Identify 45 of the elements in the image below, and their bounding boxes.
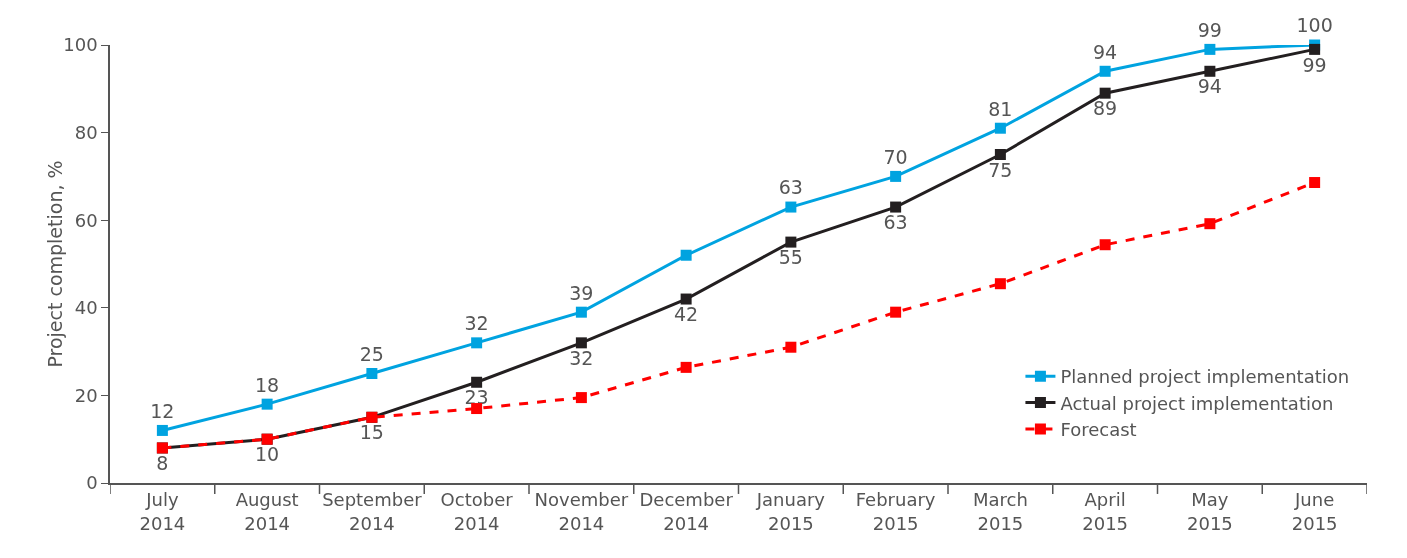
x-tick-label: September 2014 bbox=[322, 489, 423, 534]
x-tick-label: January 2015 bbox=[755, 489, 826, 534]
y-tick-label: 100 bbox=[63, 34, 98, 56]
x-tick-label: February 2015 bbox=[855, 489, 936, 534]
legend-label: Planned project implementation bbox=[1060, 366, 1350, 388]
x-tick-label: April 2015 bbox=[1082, 489, 1129, 534]
data-label: 99 bbox=[1197, 18, 1222, 41]
data-label: 25 bbox=[359, 342, 384, 365]
data-label: 94 bbox=[1197, 75, 1222, 98]
data-label: 100 bbox=[1296, 14, 1333, 37]
x-tick-label: October 2014 bbox=[440, 489, 514, 534]
data-label: 75 bbox=[988, 158, 1013, 181]
data-label: 18 bbox=[255, 373, 280, 396]
data-label: 32 bbox=[464, 312, 489, 335]
data-label: 81 bbox=[988, 97, 1013, 120]
y-tick-label: 20 bbox=[74, 384, 98, 406]
data-label: 63 bbox=[778, 176, 803, 199]
data-label: 10 bbox=[255, 443, 280, 466]
x-tick-label: December 2014 bbox=[639, 489, 734, 534]
x-tick-label: November 2014 bbox=[534, 489, 629, 534]
x-tick-label: August 2014 bbox=[235, 489, 299, 534]
y-tick-label: 80 bbox=[74, 121, 98, 143]
data-label: 15 bbox=[359, 421, 384, 444]
data-label: 42 bbox=[674, 303, 699, 326]
data-label: 23 bbox=[464, 386, 489, 409]
y-axis-title: Project completion, % bbox=[43, 160, 66, 368]
data-label: 63 bbox=[883, 211, 908, 234]
data-label: 39 bbox=[569, 281, 594, 304]
x-tick-label: March 2015 bbox=[972, 489, 1028, 534]
x-tick-label: July 2014 bbox=[139, 489, 186, 534]
data-label: 8 bbox=[156, 452, 169, 475]
y-tick-label: 0 bbox=[86, 472, 98, 494]
y-tick-label: 60 bbox=[74, 209, 98, 231]
legend-label: Forecast bbox=[1060, 418, 1137, 440]
data-label: 89 bbox=[1093, 97, 1118, 120]
x-tick-label: May 2015 bbox=[1186, 489, 1233, 534]
data-label: 32 bbox=[569, 346, 594, 369]
data-label: 94 bbox=[1093, 40, 1118, 63]
data-label: 55 bbox=[778, 246, 803, 269]
data-label: 12 bbox=[150, 399, 175, 422]
data-label: 99 bbox=[1302, 53, 1327, 76]
y-tick-label: 40 bbox=[74, 297, 98, 319]
x-tick-label: June 2015 bbox=[1291, 489, 1338, 534]
data-label: 70 bbox=[883, 145, 908, 168]
legend-label: Actual project implementation bbox=[1060, 392, 1334, 414]
